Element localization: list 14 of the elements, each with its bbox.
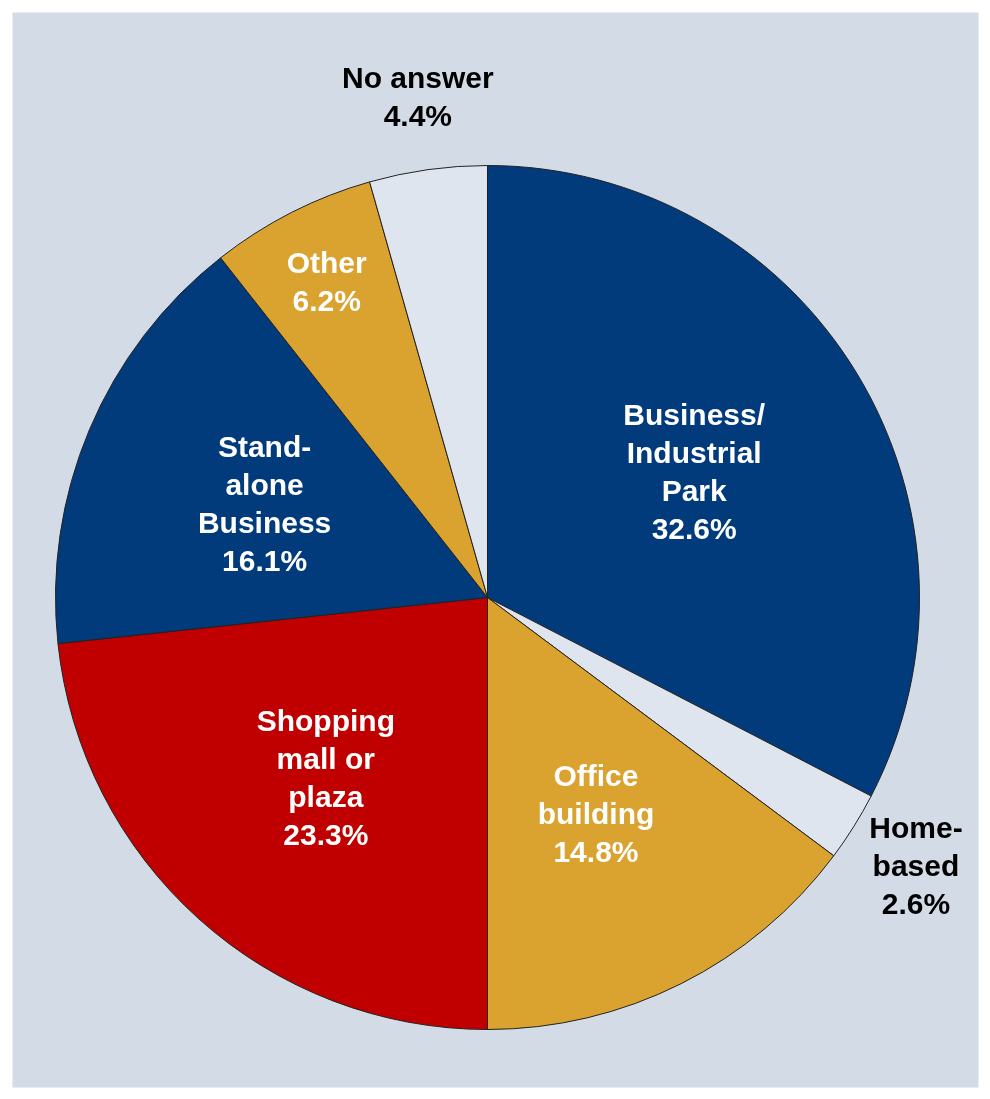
- slice-label: Stand- alone Business: [197, 430, 332, 539]
- data-label: 2.6%: [881, 887, 951, 921]
- data-label: 32.6%: [651, 512, 737, 546]
- data-label: 23.3%: [283, 817, 369, 851]
- data-label: 6.2%: [292, 284, 361, 318]
- data-label: 14.8%: [553, 835, 639, 869]
- slice-label: Home- based: [869, 811, 963, 883]
- data-label: 16.1%: [222, 543, 308, 577]
- slice-label: Other: [286, 246, 368, 280]
- data-label: 4.4%: [383, 99, 453, 133]
- slice-label: Office building: [537, 759, 655, 831]
- slice-label: Shopping mall or plaza: [256, 704, 395, 813]
- slice-label: No answer: [342, 61, 495, 95]
- slice-label: Business/ Industrial Park: [623, 398, 766, 508]
